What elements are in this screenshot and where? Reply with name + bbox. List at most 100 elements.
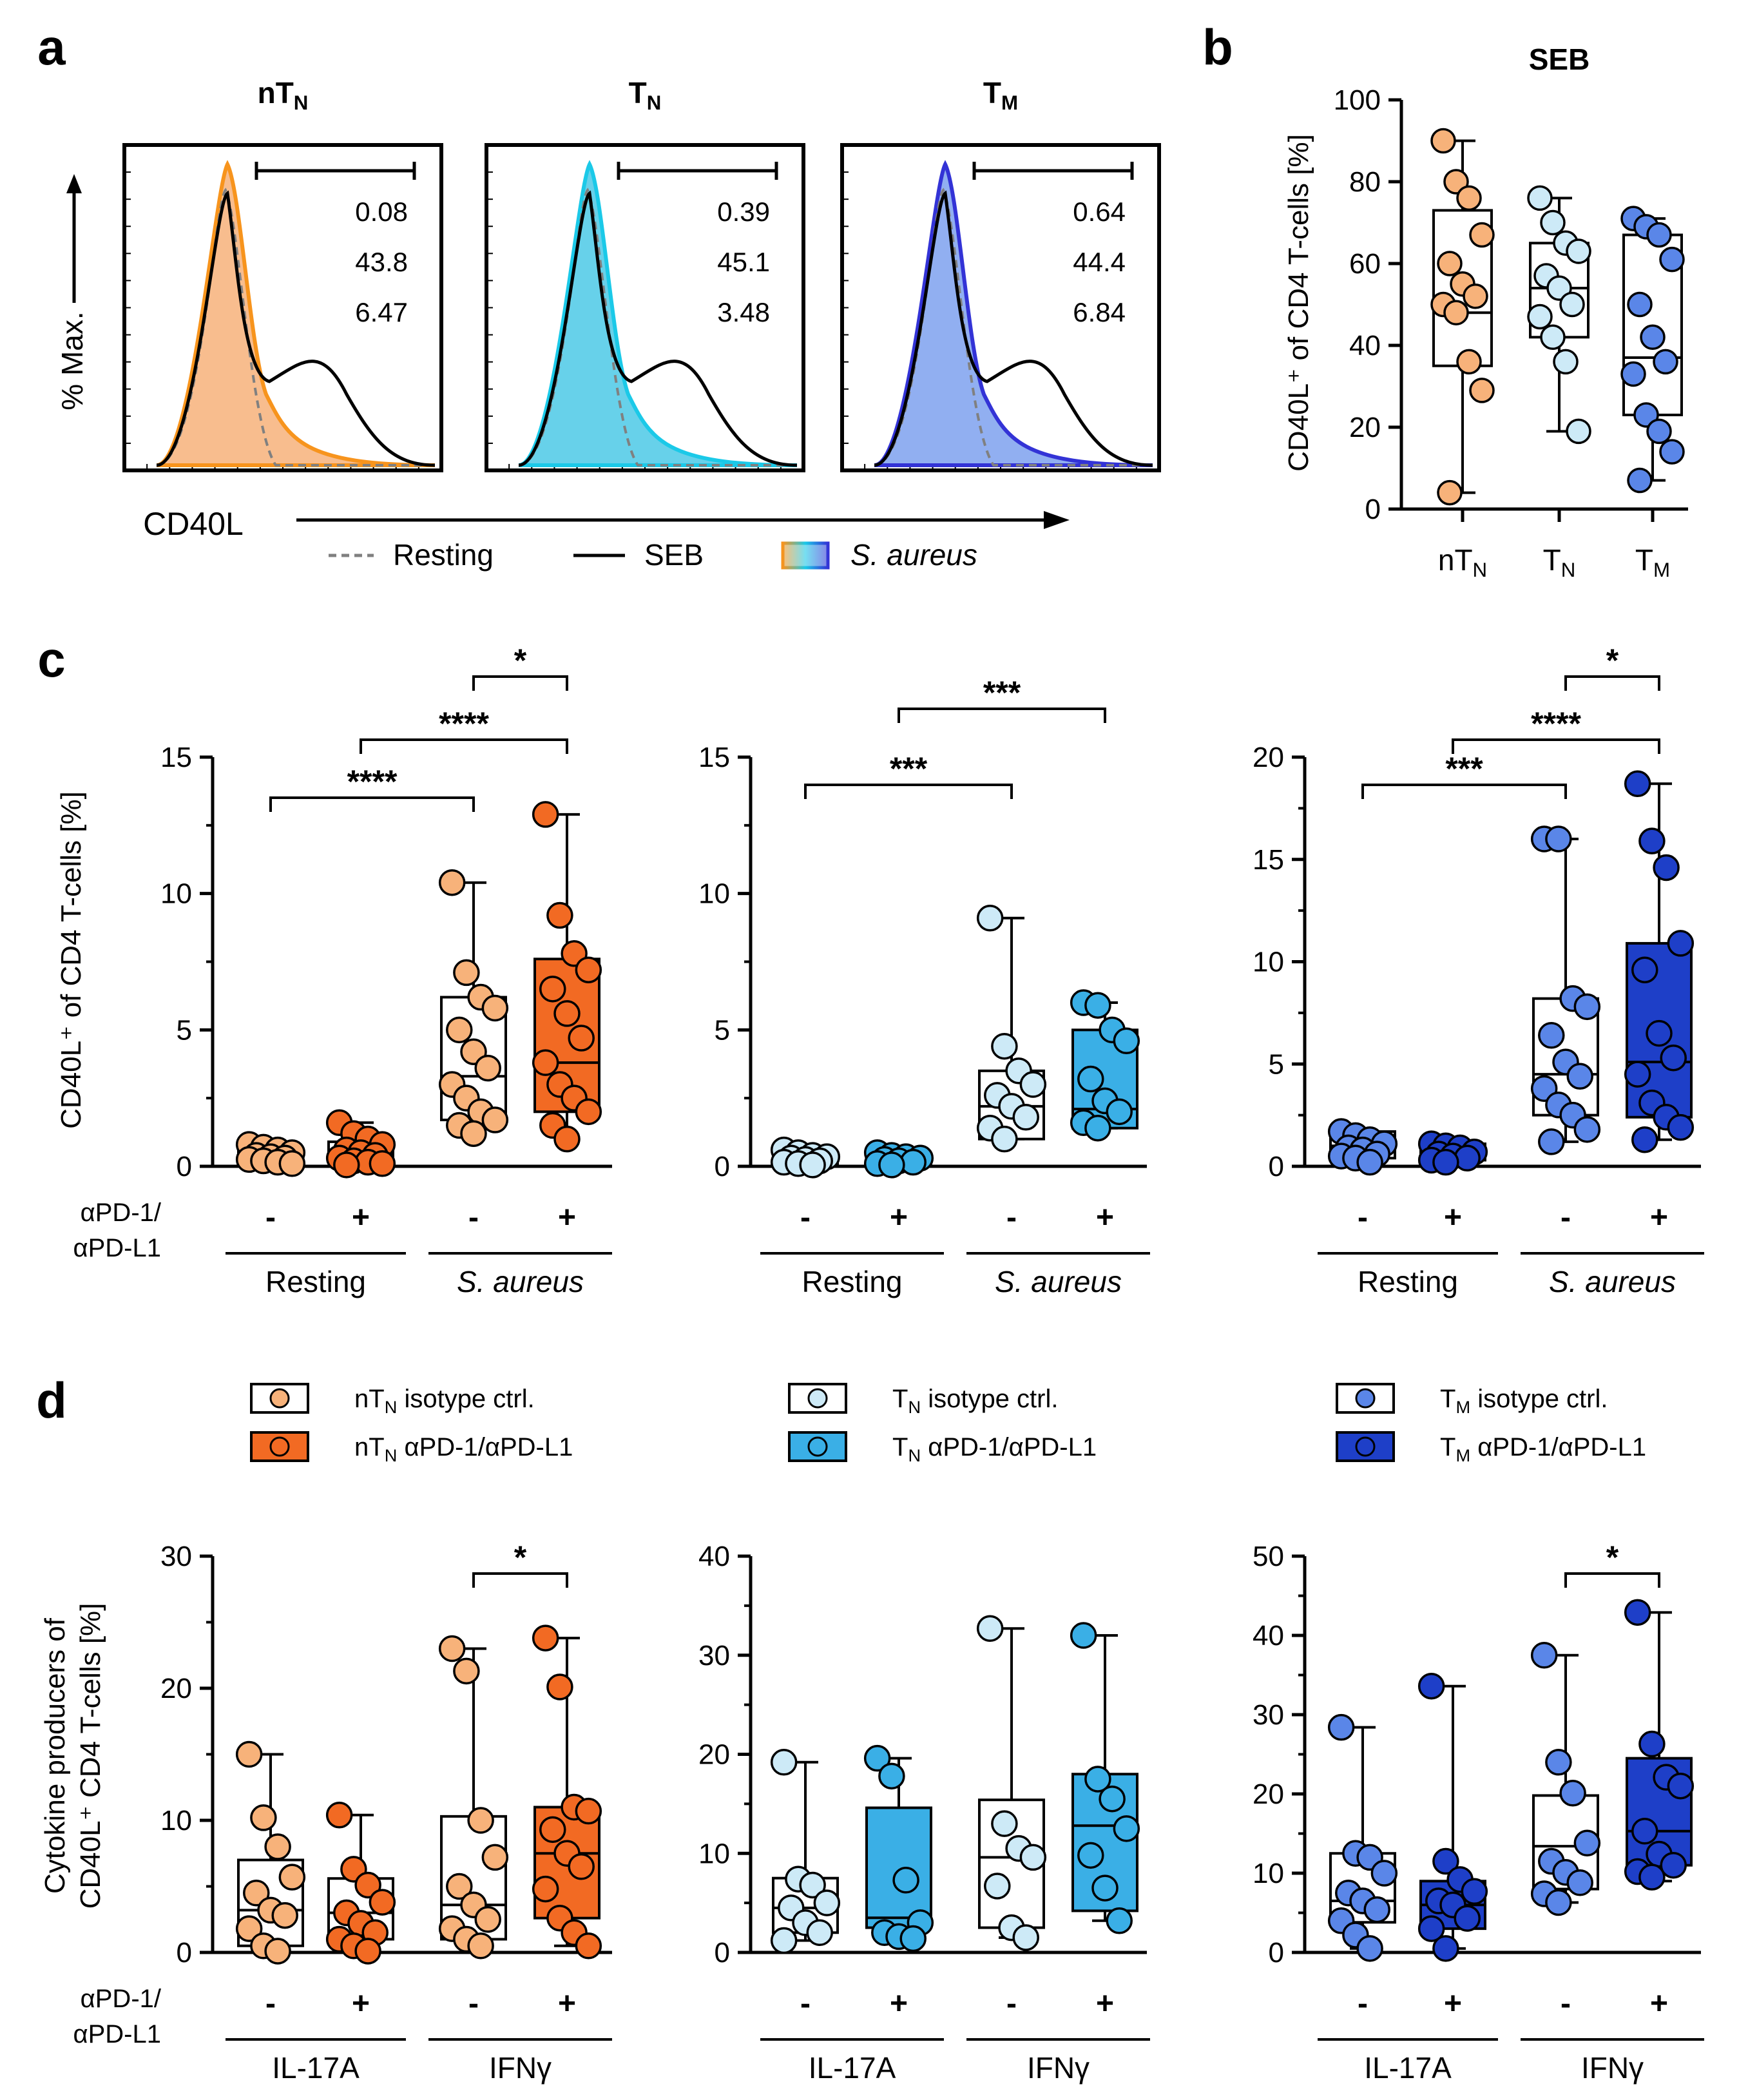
data-point: [1463, 284, 1488, 309]
x-tick-label: nTN: [1438, 543, 1487, 581]
data-point: [806, 1919, 833, 1946]
y-tick-label: 10: [698, 1838, 730, 1869]
data-point: [575, 1797, 602, 1825]
data-point: [1660, 1851, 1687, 1879]
data-point: [467, 1807, 494, 1834]
data-point: [474, 1906, 501, 1933]
data-point: [863, 1744, 891, 1772]
legend-label-main: T: [1440, 1385, 1455, 1413]
y-tick-label: 40: [1253, 1620, 1284, 1652]
y-tick-label: 30: [1253, 1699, 1284, 1731]
significance-bracket: [898, 708, 1106, 723]
data-point: [1624, 1599, 1651, 1626]
treatment-sign: -: [1561, 1200, 1571, 1235]
data-point: [1667, 930, 1695, 957]
treatment-sign: +: [558, 1200, 576, 1235]
data-point: [1084, 1114, 1111, 1142]
histogram-0: nTN 0.08 43.8 6.47: [122, 76, 443, 472]
group-3: [1624, 770, 1695, 1153]
legend-item: TM αPD-1/αPD-L1: [1336, 1431, 1646, 1465]
gate-value: 0.08: [355, 197, 408, 227]
saureus-histogram: [156, 160, 436, 467]
y-tick-label: 50: [1253, 1541, 1284, 1572]
data-point: [1432, 1148, 1459, 1176]
data-point: [991, 1125, 1018, 1153]
group-2: [1530, 825, 1601, 1155]
data-point: [1527, 303, 1553, 330]
legend-label-main: nT: [354, 1385, 385, 1413]
x-tick-label-main: T: [1635, 543, 1653, 577]
data-point: [1627, 467, 1653, 494]
data-point: [799, 1871, 826, 1899]
treatment-sign: -: [265, 1200, 276, 1235]
y-tick-label: 10: [160, 1805, 192, 1836]
legend-dot: [269, 1436, 290, 1457]
data-point: [770, 1927, 798, 1954]
y-tick-label: 60: [1349, 248, 1381, 280]
significance-bracket: [1361, 784, 1567, 799]
histogram-title-sub: M: [1001, 92, 1018, 114]
data-point: [369, 1150, 396, 1177]
seb-histogram: [518, 190, 798, 467]
data-point: [1545, 1749, 1572, 1776]
y-axis-label-d-1: Cytokine producers of: [39, 1617, 71, 1894]
condition-label: Resting: [1358, 1265, 1458, 1298]
data-point: [770, 1749, 798, 1776]
group-3: [532, 1624, 602, 1960]
treatment-sign: -: [1006, 1987, 1017, 2021]
x-tick-label-sub: M: [1653, 559, 1670, 581]
data-point: [1417, 1672, 1445, 1700]
condition-label: IFNγ: [1581, 2051, 1644, 2085]
data-point: [1631, 1818, 1658, 1845]
data-point: [271, 1902, 298, 1929]
group-1: [325, 1802, 396, 1965]
treatment-sign: -: [1561, 1987, 1571, 2021]
group-3: [1070, 989, 1140, 1142]
significance-label: ****: [1531, 706, 1581, 742]
data-point: [532, 1875, 559, 1903]
legend-label-rest: isotype ctrl.: [921, 1385, 1058, 1413]
data-point: [1660, 1044, 1687, 1072]
data-point: [278, 1150, 306, 1177]
x-tick-label-main: nT: [1438, 543, 1473, 577]
data-point: [546, 901, 573, 929]
data-point: [1084, 992, 1111, 1019]
data-point: [460, 1120, 487, 1147]
data-point: [354, 1938, 381, 1965]
significance-bracket: [1564, 1572, 1660, 1588]
data-point: [278, 1864, 306, 1891]
histogram-2: TM 0.64 44.4 6.84: [840, 76, 1161, 472]
group-1: [325, 1109, 396, 1179]
data-point: [575, 1098, 602, 1126]
data-point: [1573, 1116, 1601, 1143]
x-axis-arrowhead: [1044, 511, 1070, 529]
data-point: [250, 1804, 277, 1831]
significance-label: *: [514, 642, 527, 679]
data-point: [1370, 1860, 1398, 1887]
legend-label-rest: isotype ctrl.: [397, 1385, 534, 1413]
data-point: [575, 956, 602, 983]
condition-label: IFNγ: [1027, 2051, 1090, 2085]
data-point: [1012, 1924, 1039, 1951]
group-1: [863, 1139, 934, 1179]
treatment-sign: +: [1444, 1987, 1462, 2021]
data-point: [474, 1054, 501, 1082]
treatment-label: αPD-1/: [81, 1199, 162, 1227]
data-point: [1113, 1815, 1140, 1842]
data-point: [532, 1049, 559, 1076]
data-point: [878, 1151, 905, 1179]
y-tick-label: 0: [177, 1937, 192, 1969]
data-point: [568, 1025, 595, 1052]
gate-value: 43.8: [355, 247, 408, 277]
group-3: [1070, 1622, 1140, 1934]
panel-d2: 0 10 20 30 40 - + - + IL-17A IFNγ: [698, 1541, 1150, 2085]
data-point: [438, 869, 466, 896]
data-point: [976, 905, 1004, 932]
y-tick-label: 30: [160, 1541, 192, 1572]
y-tick-label: 30: [698, 1640, 730, 1671]
treatment-sign: +: [558, 1987, 576, 2021]
y-tick-label: 10: [1253, 947, 1284, 978]
significance-label: *: [1606, 1539, 1619, 1575]
y-tick-label: 15: [1253, 844, 1284, 876]
data-point: [1659, 246, 1685, 273]
